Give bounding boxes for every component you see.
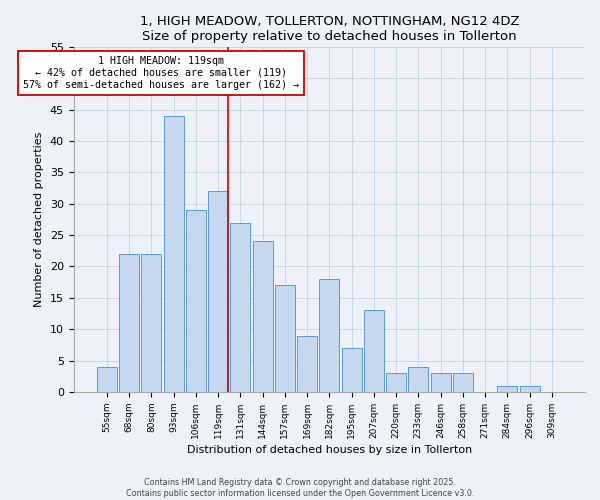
Bar bbox=[520, 386, 539, 392]
Text: 1 HIGH MEADOW: 119sqm
← 42% of detached houses are smaller (119)
57% of semi-det: 1 HIGH MEADOW: 119sqm ← 42% of detached … bbox=[23, 56, 299, 90]
Bar bbox=[119, 254, 139, 392]
Text: Contains HM Land Registry data © Crown copyright and database right 2025.
Contai: Contains HM Land Registry data © Crown c… bbox=[126, 478, 474, 498]
Bar bbox=[253, 242, 272, 392]
Bar bbox=[453, 373, 473, 392]
Bar bbox=[142, 254, 161, 392]
Bar bbox=[364, 310, 384, 392]
Bar bbox=[208, 191, 228, 392]
Bar bbox=[341, 348, 362, 392]
Bar bbox=[497, 386, 517, 392]
Title: 1, HIGH MEADOW, TOLLERTON, NOTTINGHAM, NG12 4DZ
Size of property relative to det: 1, HIGH MEADOW, TOLLERTON, NOTTINGHAM, N… bbox=[140, 15, 519, 43]
Bar bbox=[431, 373, 451, 392]
X-axis label: Distribution of detached houses by size in Tollerton: Distribution of detached houses by size … bbox=[187, 445, 472, 455]
Bar bbox=[275, 286, 295, 392]
Bar bbox=[386, 373, 406, 392]
Bar bbox=[186, 210, 206, 392]
Y-axis label: Number of detached properties: Number of detached properties bbox=[34, 132, 44, 307]
Bar bbox=[319, 279, 340, 392]
Bar bbox=[409, 367, 428, 392]
Bar bbox=[230, 222, 250, 392]
Bar bbox=[164, 116, 184, 392]
Bar bbox=[297, 336, 317, 392]
Bar bbox=[97, 367, 117, 392]
